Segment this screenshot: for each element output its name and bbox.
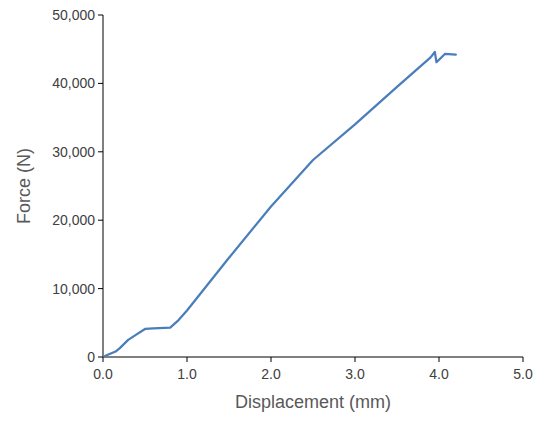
x-tick-label: 3.0 [345,366,365,382]
data-line [103,52,456,357]
y-tick-label: 30,000 [52,144,95,160]
x-tick [439,357,440,362]
plot-area [103,52,456,357]
background [0,0,556,426]
chart: 0 10,000 20,000 30,000 40,000 50,000 0.0 1.0 2.0… [0,0,556,426]
y-axis [103,15,104,357]
x-tick-label: 5.0 [513,366,533,382]
x-tick-label: 0.0 [93,366,113,382]
y-tick [98,357,103,358]
x-tick [523,357,524,362]
x-tick-label: 4.0 [429,366,449,382]
y-tick [98,15,103,16]
x-tick [355,357,356,362]
y-tick [98,151,103,152]
x-axis-title: Displacement (mm) [235,392,391,412]
y-tick [98,288,103,289]
x-axis [103,357,523,358]
y-tick-label: 10,000 [52,281,95,297]
x-tick [271,357,272,362]
y-tick-label: 0 [87,349,95,365]
y-axis-title: Force (N) [14,148,34,224]
x-tick [187,357,188,362]
y-tick-label: 40,000 [52,75,95,91]
x-tick-label: 2.0 [261,366,281,382]
x-tick [103,357,104,362]
y-tick-label: 20,000 [52,212,95,228]
y-tick [98,220,103,221]
y-tick-label: 50,000 [52,7,95,23]
y-tick [98,83,103,84]
x-tick-label: 1.0 [177,366,197,382]
